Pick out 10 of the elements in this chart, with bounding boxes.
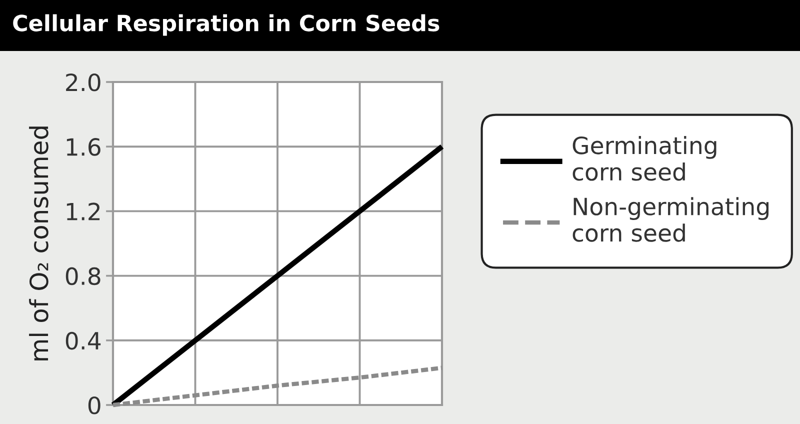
y-tick-label: 0	[88, 396, 100, 414]
legend-label: Non-germinating corn seed	[572, 197, 769, 242]
y-tick-label: 0.4	[66, 332, 101, 350]
chart-title: Cellular Respiration in Corn Seeds	[13, 14, 440, 36]
y-axis-title: ml of O₂ consumed	[29, 126, 48, 360]
y-tick-label: 1.2	[66, 202, 100, 220]
y-tick-label: 2.0	[66, 73, 100, 92]
y-tick-label: 1.6	[66, 138, 100, 156]
legend-label: Germinating corn seed	[572, 136, 716, 181]
y-tick-label: 0.8	[66, 267, 100, 286]
